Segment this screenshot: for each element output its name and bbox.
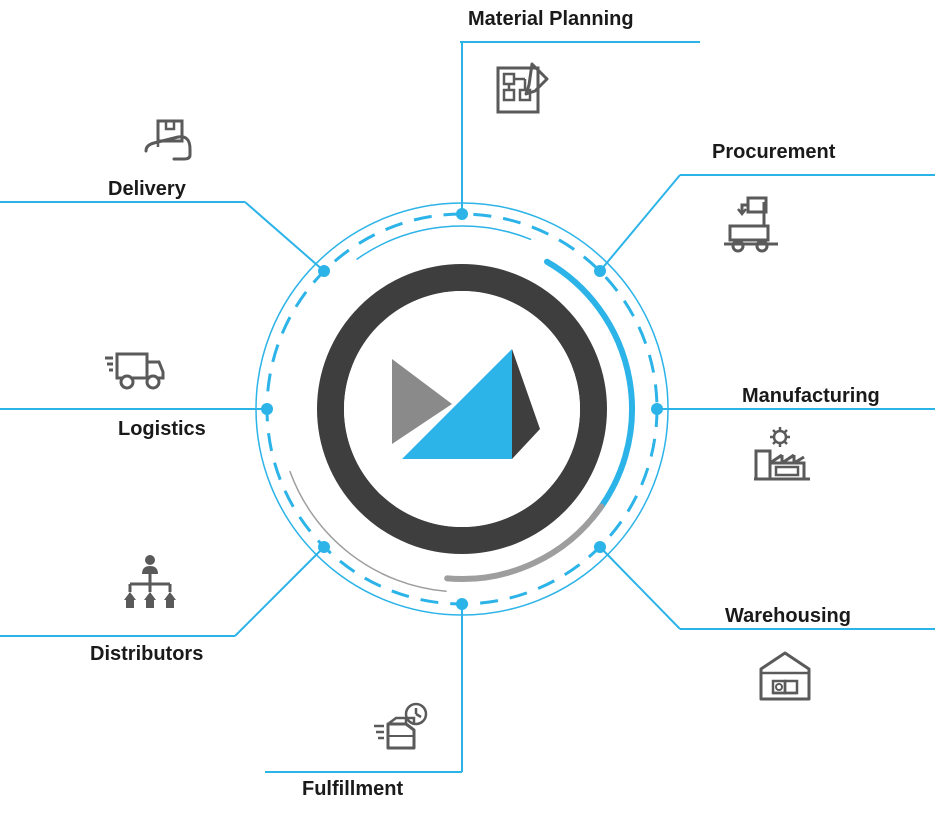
logistics-icon [105, 354, 163, 388]
warehousing-icon [761, 653, 809, 699]
node-label: Manufacturing [742, 385, 880, 407]
node-material_planning: Material Planning [456, 8, 700, 220]
connector-dot [318, 541, 330, 553]
node-warehousing: Warehousing [594, 541, 935, 699]
node-manufacturing: Manufacturing [651, 385, 935, 479]
node-label: Distributors [90, 643, 203, 665]
connector-dot [318, 265, 330, 277]
connector [600, 175, 680, 271]
node-label: Procurement [712, 141, 836, 163]
node-distributors: Distributors [0, 541, 330, 665]
accent-arc-1 [357, 226, 531, 259]
delivery-icon [146, 121, 190, 159]
connector [245, 202, 324, 271]
node-logistics: Logistics [0, 354, 273, 440]
node-label: Logistics [118, 418, 206, 440]
node-label: Delivery [108, 178, 187, 200]
connector-dot [456, 208, 468, 220]
connector-dot [651, 403, 663, 415]
connector [600, 547, 680, 629]
connector-dot [594, 265, 606, 277]
fulfillment-icon [374, 704, 426, 748]
node-label: Fulfillment [302, 778, 403, 800]
connector-dot [594, 541, 606, 553]
node-label: Warehousing [725, 605, 851, 627]
distributors-icon [124, 555, 176, 608]
material_planning-icon [498, 64, 547, 112]
connector-dot [456, 598, 468, 610]
node-label: Material Planning [468, 8, 634, 30]
node-fulfillment: Fulfillment [265, 598, 468, 800]
connector-dot [261, 403, 273, 415]
procurement-icon [724, 198, 778, 251]
node-delivery: Delivery [0, 121, 330, 277]
manufacturing-icon [754, 427, 810, 479]
radial-diagram: Material Planning Procurement Manufactur… [0, 0, 937, 815]
node-procurement: Procurement [594, 141, 935, 277]
connector [235, 547, 324, 636]
